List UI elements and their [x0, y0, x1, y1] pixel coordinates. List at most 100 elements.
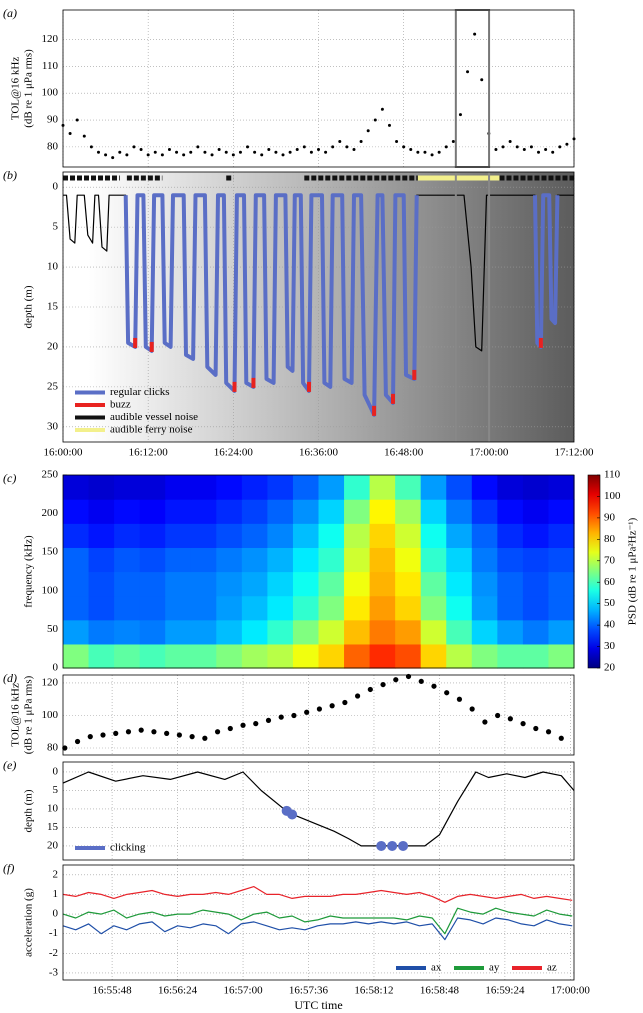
y-tick-label: 1 — [53, 888, 59, 900]
data-point — [359, 140, 363, 144]
buzz-mark — [372, 405, 377, 416]
heat-cell — [88, 619, 115, 645]
series-line — [62, 771, 575, 847]
data-point — [265, 717, 272, 723]
heat-cell — [267, 643, 294, 669]
legend-label: az — [547, 962, 557, 974]
x-tick-label: 16:57:00 — [223, 985, 263, 997]
y-axis-label: (dB re 1 μPa rms) — [23, 675, 35, 754]
data-point — [302, 145, 306, 149]
plot-frame — [62, 9, 575, 168]
legend-label: audible ferry noise — [110, 424, 193, 436]
y-tick-label: 120 — [42, 676, 59, 688]
heat-cell — [522, 475, 550, 500]
heat-cell — [292, 547, 320, 573]
heat-cell — [395, 619, 422, 645]
colorbar-tick-label: 110 — [604, 469, 621, 481]
heat-cell — [63, 523, 90, 548]
panel-letter: (c) — [3, 471, 16, 485]
heat-cell — [241, 595, 268, 621]
heat-cell — [165, 571, 192, 597]
heat-cell — [139, 499, 166, 524]
heat-cell — [369, 643, 396, 669]
colorbar — [587, 474, 601, 669]
heat-cell — [139, 475, 166, 500]
heat-cell — [165, 643, 192, 669]
heat-cell — [267, 547, 294, 573]
heat-cell — [344, 571, 371, 597]
series-line — [123, 193, 560, 417]
heat-cell — [446, 595, 473, 621]
y-tick-label: 20 — [47, 839, 59, 851]
data-point — [253, 721, 259, 727]
heat-cell — [497, 547, 524, 573]
x-tick-label: 16:12:00 — [129, 447, 169, 459]
heat-cell — [190, 643, 217, 669]
data-point — [494, 148, 498, 152]
data-point — [139, 148, 143, 152]
heat-cell — [190, 571, 217, 597]
heat-cell — [114, 571, 141, 597]
data-point — [324, 150, 328, 154]
data-point — [309, 150, 313, 154]
heat-cell — [471, 523, 498, 548]
colorbar-tick-label: 100 — [604, 490, 621, 502]
data-point — [304, 709, 310, 715]
heat-cell — [497, 523, 524, 548]
heat-cell — [471, 643, 498, 669]
data-point — [246, 145, 250, 149]
click-dot — [398, 840, 409, 851]
y-tick-label: 5 — [53, 784, 59, 796]
data-point — [418, 678, 424, 684]
data-point — [469, 706, 475, 712]
heat-cell — [267, 475, 294, 500]
colorbar-tick-label: 30 — [604, 640, 616, 652]
buzz-mark — [391, 393, 396, 404]
heat-cell — [216, 643, 243, 669]
x-tick-label: 17:12:00 — [554, 447, 594, 459]
legend-label: ay — [489, 962, 500, 974]
heat-cell — [190, 499, 217, 524]
heat-cell — [318, 475, 345, 500]
data-point — [202, 735, 208, 741]
heat-cell — [292, 595, 320, 621]
heat-cell — [548, 643, 575, 669]
heat-cell — [548, 619, 575, 645]
data-point — [274, 150, 278, 154]
y-axis-label: frequency (kHz) — [23, 535, 35, 608]
data-point — [437, 150, 441, 154]
heat-cell — [344, 643, 371, 669]
data-point — [138, 727, 144, 733]
click-dot — [287, 809, 298, 820]
heat-cell — [446, 571, 473, 597]
data-point — [480, 78, 484, 82]
data-point — [533, 725, 539, 732]
heat-cell — [420, 595, 447, 621]
data-point — [522, 148, 526, 152]
heat-cell — [114, 547, 141, 573]
heat-cell — [369, 571, 396, 597]
data-point — [118, 150, 122, 154]
heat-cell — [292, 643, 320, 669]
data-point — [565, 142, 569, 146]
panel-letter: (d) — [3, 671, 17, 685]
data-point — [409, 148, 413, 152]
plot-frame — [62, 864, 575, 981]
heat-cell — [267, 523, 294, 548]
data-point — [260, 153, 264, 157]
y-tick-label: 25 — [47, 380, 59, 392]
data-point — [316, 706, 323, 712]
heat-cell — [292, 619, 320, 645]
heat-cell — [292, 523, 320, 548]
data-point — [551, 150, 555, 154]
heat-cell — [522, 523, 550, 548]
heat-cell — [497, 619, 524, 645]
data-point — [367, 686, 373, 693]
data-point — [537, 150, 541, 154]
click-dot — [376, 840, 387, 851]
colorbar-tick-label: 90 — [604, 511, 616, 523]
heat-cell — [420, 475, 447, 500]
heat-cell — [369, 523, 396, 548]
data-point — [444, 690, 450, 696]
heat-cell — [165, 499, 192, 524]
